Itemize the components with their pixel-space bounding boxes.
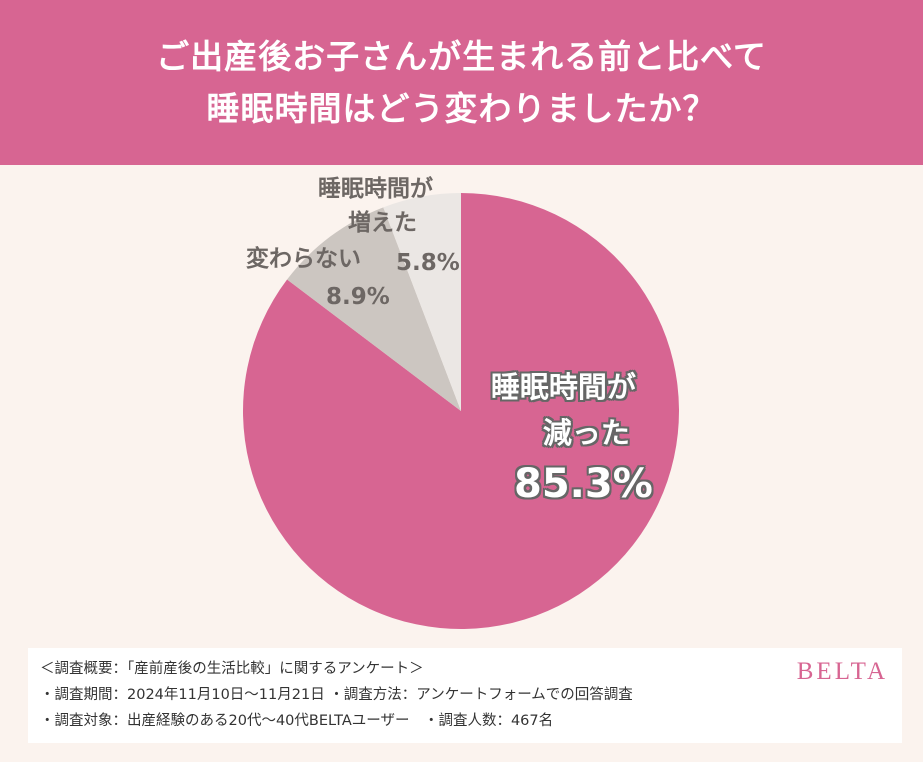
label-decreased-line1: 睡眠時間が — [490, 370, 636, 404]
slice-unchanged — [287, 207, 461, 411]
survey-details: ＜調査概要：「産前産後の生活比較」に関するアンケート＞ ・調査期間：2024年1… — [40, 656, 633, 734]
slice-increased — [383, 193, 461, 411]
label-decreased: 睡眠時間が 減った 85.3% — [474, 364, 653, 512]
title-line-1: ご出産後お子さんが生まれる前と比べて — [156, 36, 767, 76]
survey-footer: ＜調査概要：「産前産後の生活比較」に関するアンケート＞ ・調査期間：2024年1… — [28, 648, 902, 743]
title-line-2: 睡眠時間はどう変わりましたか？ — [206, 88, 717, 128]
survey-target: ・調査対象：出産経験のある20代〜40代BELTAユーザー ・調査人数：467名 — [40, 713, 554, 729]
survey-overview: ＜調査概要：「産前産後の生活比較」に関するアンケート＞ — [40, 661, 424, 677]
chart-title: ご出産後お子さんが生まれる前と比べて 睡眠時間はどう変わりましたか？ — [0, 0, 923, 165]
label-unchanged: 変わらない — [246, 246, 361, 272]
value-decreased: 85.3% — [514, 461, 653, 507]
brand-logo: BELTA — [796, 658, 888, 685]
label-increased-line1: 睡眠時間が — [318, 176, 433, 202]
pie-chart — [242, 193, 679, 629]
label-decreased-line2: 減った — [542, 416, 630, 450]
slice-decreased — [242, 193, 679, 629]
value-increased: 5.8% — [396, 250, 460, 276]
label-increased-line2: 増えた — [348, 210, 417, 236]
survey-period: ・調査期間：2024年11月10日〜11月21日 ・調査方法：アンケートフォーム… — [40, 687, 633, 703]
value-unchanged: 8.9% — [326, 284, 390, 310]
label-increased: 睡眠時間が 増えた — [318, 172, 433, 240]
